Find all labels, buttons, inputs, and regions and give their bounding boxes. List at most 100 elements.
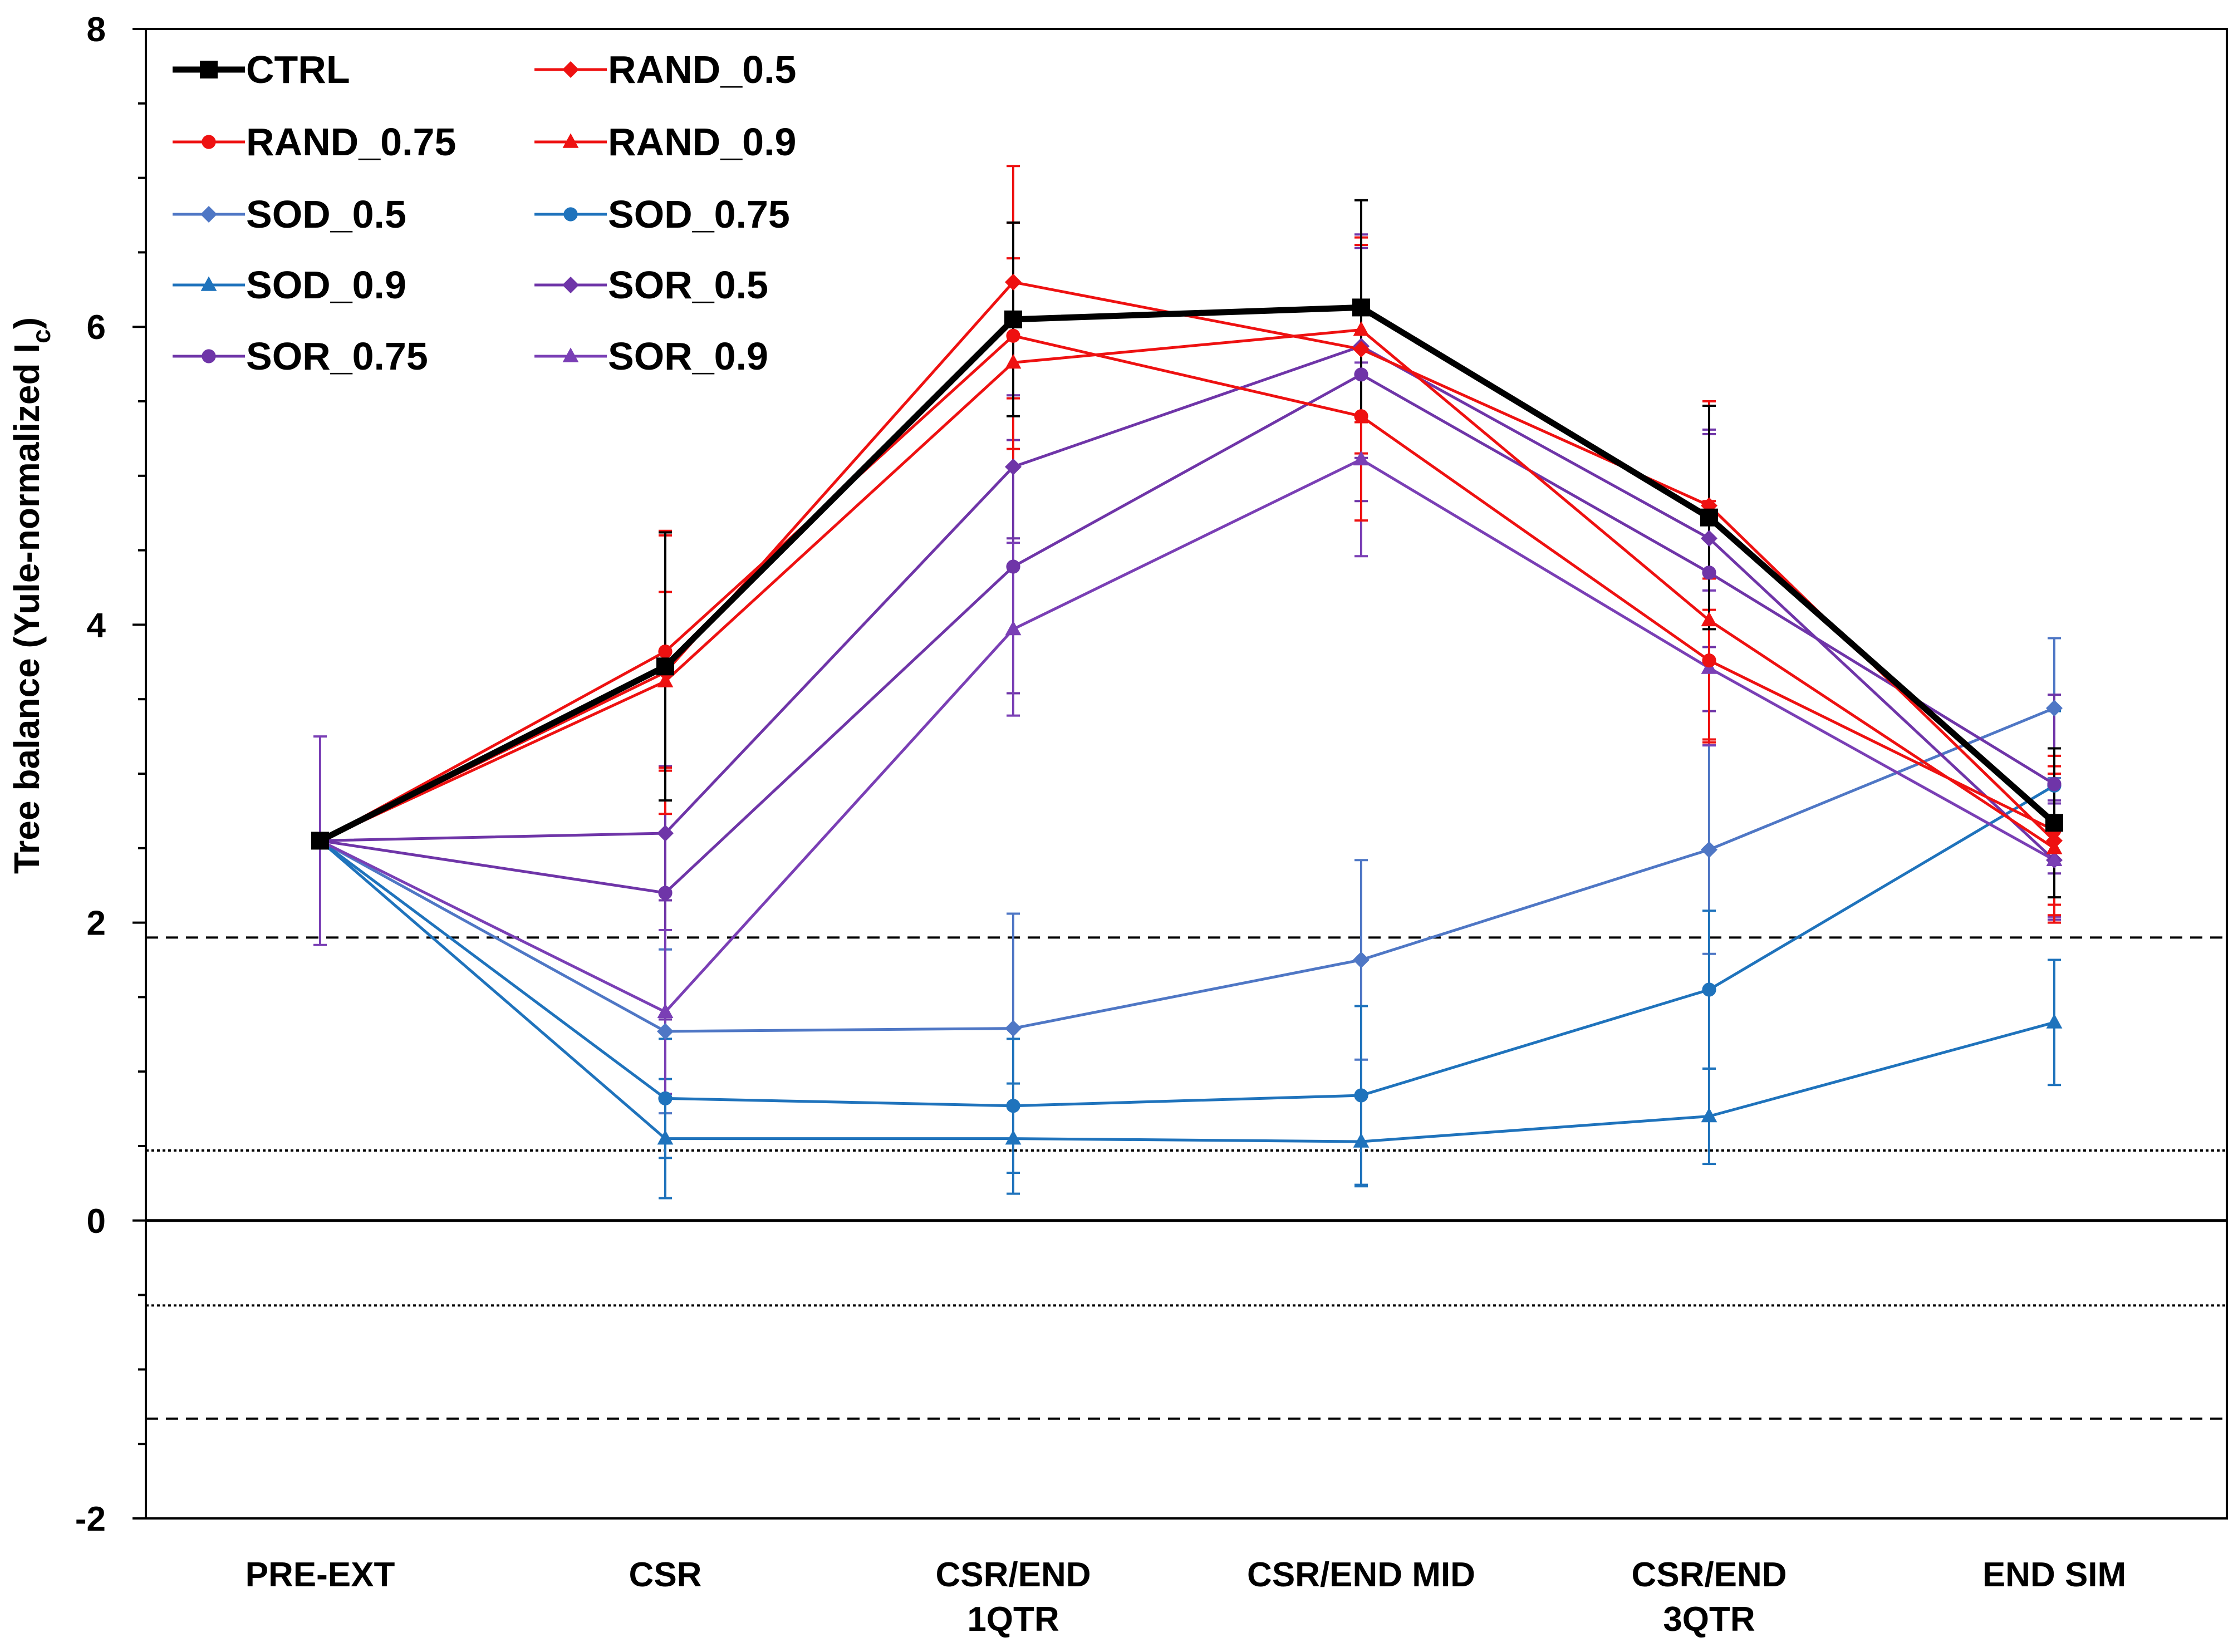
legend-label: SOD_0.9 xyxy=(246,263,406,307)
x-category-label: CSR/END xyxy=(935,1556,1091,1594)
marker-square xyxy=(311,832,329,850)
series-markers xyxy=(311,273,2063,1148)
x-category-label: 3QTR xyxy=(1663,1600,1755,1639)
marker-square xyxy=(1352,298,1370,317)
marker-circle xyxy=(202,349,216,363)
marker-triangle xyxy=(1353,450,1370,466)
legend-label: RAND_0.9 xyxy=(608,120,796,164)
legend-item: RAND_0.9 xyxy=(534,120,796,164)
x-category-label: END SIM xyxy=(1982,1556,2126,1594)
axes xyxy=(132,28,2228,1520)
marker-diamond xyxy=(1005,1020,1022,1037)
marker-circle xyxy=(1702,566,1716,580)
marker-triangle xyxy=(200,276,217,291)
marker-diamond xyxy=(562,61,579,78)
marker-triangle xyxy=(657,1003,674,1018)
series-line xyxy=(319,706,2055,1033)
marker-diamond xyxy=(1353,341,1370,358)
x-category-labels: PRE-EXT CSR CSR/END 1QTR CSR/END MID CSR/END 3… xyxy=(246,1556,2127,1639)
legend-label: RAND_0.5 xyxy=(608,48,796,91)
legend-item: SOD_0.9 xyxy=(173,263,406,307)
marker-triangle xyxy=(657,1130,674,1145)
marker-circle xyxy=(1354,367,1368,382)
marker-diamond xyxy=(1005,273,1022,291)
y-tick-label: 2 xyxy=(87,904,106,943)
series-line xyxy=(319,328,2055,849)
series-line xyxy=(319,839,2055,1143)
marker-triangle xyxy=(2046,1014,2063,1029)
y-tick-label: 4 xyxy=(87,606,106,645)
x-category-label: CSR/END MID xyxy=(1247,1556,1475,1594)
series-line xyxy=(318,304,2057,844)
marker-circle xyxy=(1702,653,1716,668)
marker-triangle xyxy=(1005,620,1022,636)
legend-label: SOR_0.9 xyxy=(608,335,768,378)
marker-circle xyxy=(202,135,216,149)
series-line xyxy=(320,373,2055,894)
error-bars xyxy=(313,165,2061,1199)
marker-diamond xyxy=(2046,700,2063,717)
marker-circle xyxy=(2047,777,2062,791)
marker-diamond xyxy=(1701,841,1717,858)
legend-label: CTRL xyxy=(246,48,350,91)
y-tick-label: 8 xyxy=(87,11,106,49)
marker-diamond xyxy=(200,206,217,223)
y-tick-label: 6 xyxy=(87,308,106,347)
x-category-label: CSR xyxy=(629,1556,702,1594)
marker-triangle xyxy=(1701,1107,1717,1123)
marker-square xyxy=(656,657,674,676)
legend-item: SOD_0.5 xyxy=(173,193,406,236)
marker-triangle xyxy=(1701,611,1717,627)
legend-item: SOR_0.9 xyxy=(534,335,768,378)
marker-square xyxy=(2045,814,2063,832)
legend-item: SOD_0.75 xyxy=(534,193,790,236)
marker-triangle xyxy=(1353,321,1370,336)
legend-label: RAND_0.75 xyxy=(246,120,456,164)
series-line xyxy=(319,281,2055,842)
marker-diamond xyxy=(562,277,579,293)
legend-item: SOR_0.5 xyxy=(534,263,768,307)
legend-item: RAND_0.75 xyxy=(173,120,456,164)
marker-square xyxy=(1700,508,1718,527)
marker-diamond xyxy=(1005,458,1022,475)
y-axis-title: Tree balance (Yule-normalized Ic) xyxy=(7,317,56,874)
series-line xyxy=(319,784,2055,1108)
marker-triangle xyxy=(1353,1133,1370,1148)
legend-item: CTRL xyxy=(173,48,350,91)
y-tick-labels: -2 0 2 4 6 8 xyxy=(75,11,106,1538)
x-category-label: CSR/END xyxy=(1631,1556,1787,1594)
marker-diamond xyxy=(657,825,674,842)
series-line xyxy=(319,334,2055,842)
reference-lines xyxy=(146,936,2227,1420)
marker-triangle xyxy=(2046,851,2063,867)
marker-circle xyxy=(658,1091,673,1105)
x-category-label: 1QTR xyxy=(967,1600,1059,1639)
legend: CTRL RAND_0.5 RAND_0.75 RAND_0.9 SOD_0.5 SOD_… xyxy=(173,48,796,378)
series-line xyxy=(319,458,2055,1014)
marker-square xyxy=(1004,310,1022,328)
marker-circle xyxy=(1354,409,1368,424)
legend-label: SOD_0.5 xyxy=(246,193,406,236)
legend-label: SOD_0.75 xyxy=(608,193,790,236)
series-lines xyxy=(318,281,2057,1143)
legend-item: SOR_0.75 xyxy=(173,335,428,378)
legend-label: SOR_0.5 xyxy=(608,263,768,307)
marker-square xyxy=(200,61,218,78)
marker-circle xyxy=(1354,1088,1368,1103)
x-category-label: PRE-EXT xyxy=(246,1556,395,1594)
marker-diamond xyxy=(657,1022,674,1040)
marker-triangle xyxy=(1005,1130,1022,1145)
legend-label: SOR_0.75 xyxy=(246,335,428,378)
marker-circle xyxy=(658,644,673,659)
marker-triangle xyxy=(1005,353,1022,369)
y-tick-label: -2 xyxy=(75,1500,106,1538)
marker-circle xyxy=(1006,328,1020,343)
marker-circle xyxy=(1006,559,1020,574)
marker-circle xyxy=(658,886,673,900)
marker-circle xyxy=(1702,982,1716,997)
y-tick-label: 0 xyxy=(87,1202,106,1241)
legend-item: RAND_0.5 xyxy=(534,48,796,91)
marker-circle xyxy=(563,207,578,222)
marker-triangle xyxy=(562,347,579,362)
